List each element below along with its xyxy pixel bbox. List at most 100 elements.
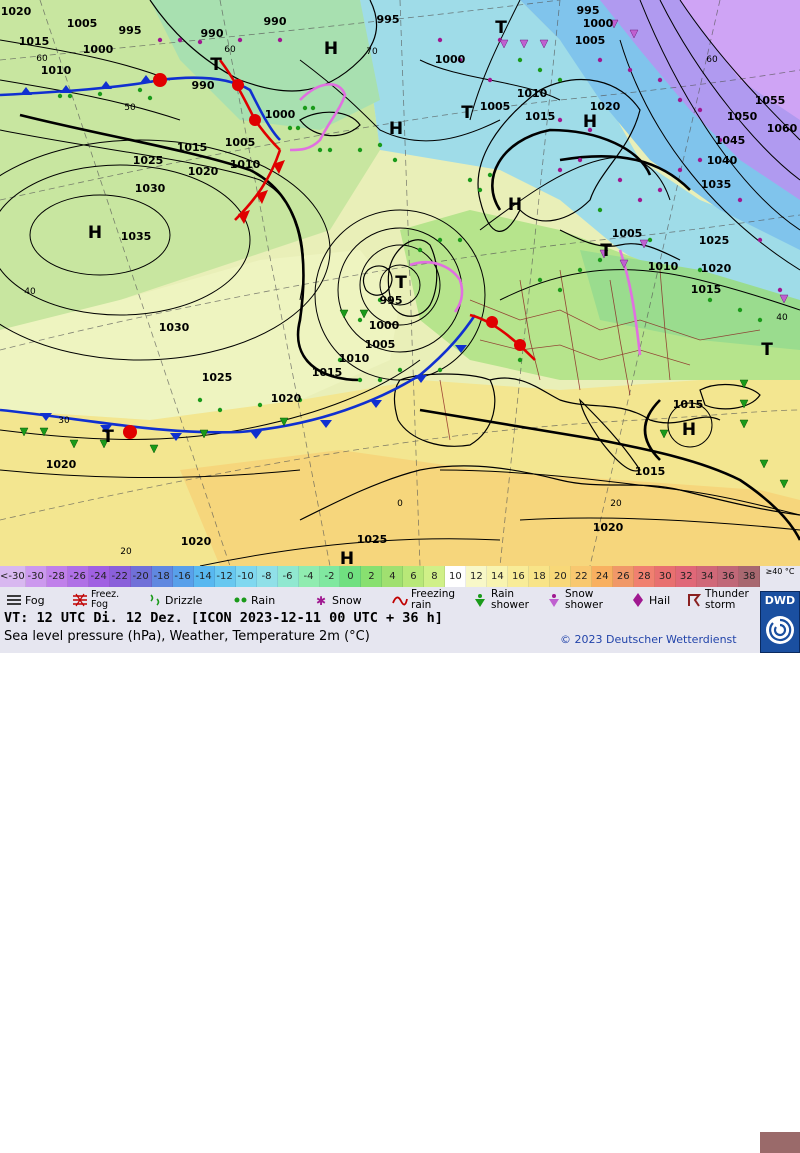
isobar-label: 1000	[83, 43, 114, 56]
temp-field-greenland-green	[150, 0, 380, 130]
isobar-label: 1010	[41, 64, 72, 77]
isobar-label: 1015	[635, 465, 666, 478]
lat-label: 20	[610, 499, 622, 509]
temperature-scale-cell: -14	[193, 566, 215, 587]
legend-drizzle: Drizzle	[146, 589, 202, 611]
isobar-label: 1005	[480, 100, 511, 113]
low-pressure-center: T	[102, 427, 114, 447]
legend-hail: Hail	[630, 589, 670, 611]
lat-label: 20	[120, 547, 132, 557]
temperature-scale-cell: 32	[676, 566, 698, 587]
temperature-scale-cell: 0	[340, 566, 362, 587]
lat-label: 0	[397, 499, 403, 509]
low-pressure-center: T	[495, 18, 507, 38]
isobar-label: 1045	[715, 134, 746, 147]
temperature-scale-cell: -6	[277, 566, 299, 587]
isobar-label: 990	[264, 15, 287, 28]
isobar-label: 1025	[133, 154, 164, 167]
temperature-scale-cell: -8	[256, 566, 278, 587]
temperature-scale-cell: 38	[739, 566, 761, 587]
low-pressure-center: T	[461, 103, 473, 123]
snow-shower-triangles	[499, 19, 789, 304]
legend-thunderstorm: Thunder storm	[686, 589, 749, 611]
coastlines	[149, 0, 800, 521]
isobar-label: 1005	[575, 34, 606, 47]
isobar-label: 1025	[202, 371, 233, 384]
coast-africa	[299, 465, 800, 521]
rain-shower-icon	[475, 594, 485, 607]
legend-label: Hail	[649, 593, 671, 607]
graticule	[0, 0, 800, 566]
map-description: Sea level pressure (hPa), Weather, Tempe…	[4, 629, 370, 644]
isobar-label: 1015	[525, 110, 556, 123]
lat-label: 50	[124, 103, 136, 113]
isobar-label: 1020	[271, 392, 302, 405]
lat-label: 60	[706, 55, 718, 65]
temperature-scale-cell: 4	[382, 566, 404, 587]
isobar-label: 1000	[435, 53, 466, 66]
occlusion-iceland	[289, 83, 347, 152]
temperature-scale-cell: 36	[718, 566, 740, 587]
lat-label: 40	[776, 313, 788, 323]
temp-field-russia-purple	[680, 0, 800, 120]
temperature-scale-cell: <-30	[0, 566, 26, 587]
lat-labels: 60 50 40 30 20 70 60 0 20 40 60	[24, 45, 788, 557]
coast-mediterranean-north	[489, 377, 721, 424]
isobar-labels: 1020 1005 995 990 990 995 995 1000 1005 …	[1, 4, 798, 548]
isobar-label: 1010	[230, 158, 261, 171]
weather-symbol-legend: Fog Freez. Fog Drizzle Rain ✱ Snow Freez…	[0, 589, 800, 611]
temp-field-africa-warm	[180, 450, 800, 566]
isobar-label: 1000	[369, 319, 400, 332]
temperature-scale-cell: -30	[25, 566, 47, 587]
isobar-label: 1055	[755, 94, 786, 107]
temperature-scale-cell: 14	[487, 566, 509, 587]
hail-icon	[633, 593, 643, 607]
isobar-label: 1050	[727, 110, 758, 123]
isobar-label: 1015	[673, 398, 704, 411]
isobar-label: 1000	[265, 108, 296, 121]
legend-label: Fog	[25, 593, 45, 607]
temperature-scale-cell: -12	[214, 566, 236, 587]
isobar-label: 1020	[188, 165, 219, 178]
isobar-label: 1005	[612, 227, 643, 240]
temperature-scale-cell: -26	[67, 566, 89, 587]
high-pressure-center: H	[324, 39, 338, 59]
temperature-scale-cell: 30	[655, 566, 677, 587]
high-pressure-center: H	[682, 420, 696, 440]
legend-freezing-rain: Freezing rain	[392, 589, 455, 611]
legend-label: Rain	[251, 593, 276, 607]
rain-icon	[234, 597, 247, 603]
pressure-centers: H T T H T H H T T H H T T H	[88, 18, 773, 566]
isobar-label: 1020	[701, 262, 732, 275]
temperature-scale-cell: -24	[88, 566, 110, 587]
low-pressure-center: T	[210, 55, 222, 75]
temperature-scale-cell: 28	[634, 566, 656, 587]
temperature-scale-cell: 18	[529, 566, 551, 587]
low-pressure-center: T	[761, 340, 773, 360]
temperature-scale-cell: -18	[151, 566, 173, 587]
isobar-label: 1015	[19, 35, 50, 48]
isobar-label: 1010	[339, 352, 370, 365]
temperature-scale-cell: -16	[172, 566, 194, 587]
coast-iberia	[393, 373, 496, 447]
isobar-label: 1015	[312, 366, 343, 379]
legend-panel: <-30 -30 -28 -26 -24 -22 -20 -18 -16 -14 -12 -10 -8-…	[0, 566, 800, 1153]
temperature-scale-cell: -20	[130, 566, 152, 587]
isobar-label: 1005	[225, 136, 256, 149]
temperature-scale-cell: 8	[424, 566, 446, 587]
freezing-fog-icon	[73, 593, 87, 607]
isobar-label: 1030	[159, 321, 190, 334]
legend-label: Freez. Fog	[91, 589, 120, 610]
thunderstorm-icon	[688, 594, 702, 607]
cold-front-atlantic-south	[0, 314, 477, 441]
legend-label: Drizzle	[165, 593, 203, 607]
rain-dots	[57, 57, 763, 413]
isobar-label: 1035	[121, 230, 152, 243]
coast-iceland	[299, 111, 361, 137]
cold-front-north-atlantic	[0, 75, 281, 141]
isobar-label: 990	[192, 79, 215, 92]
fog-icon	[7, 595, 21, 605]
svg-text:✱: ✱	[316, 594, 326, 607]
isobar-label: 1020	[46, 458, 77, 471]
high-pressure-center: H	[583, 112, 597, 132]
